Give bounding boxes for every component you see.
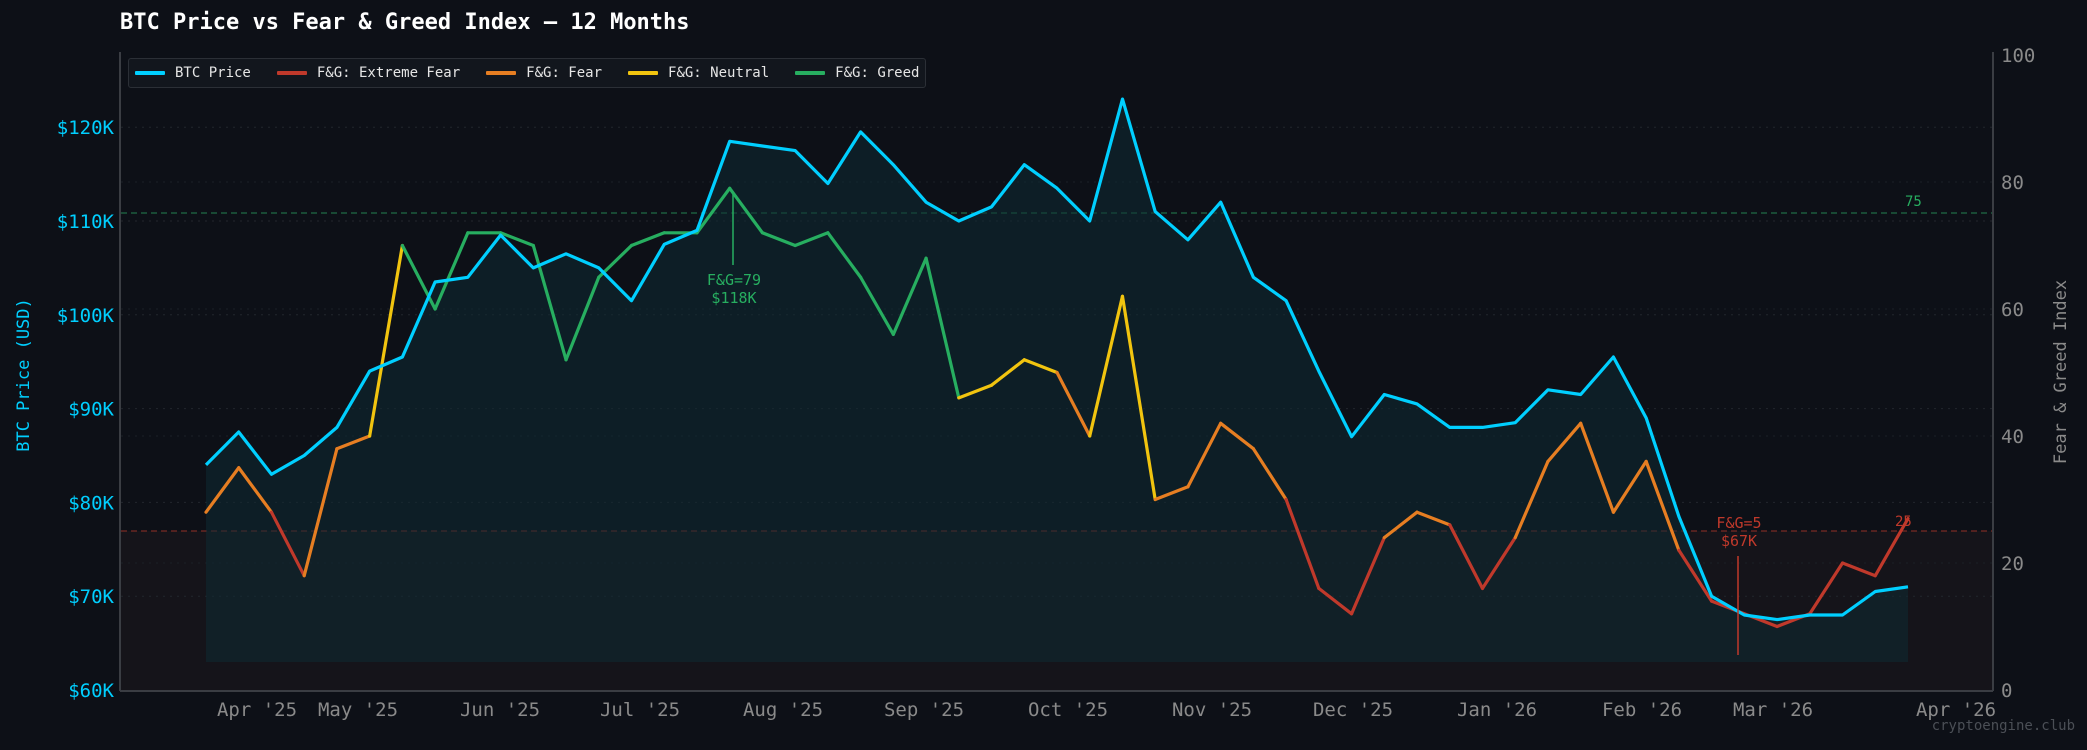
x-axis-ticks: Apr '25 May '25 Jun '25 Jul '25 Aug '25 Sep '… (217, 699, 1996, 721)
trough-annotation-price: $67K (1721, 532, 1757, 550)
legend-label: BTC Price (175, 65, 251, 81)
svg-text:0: 0 (2001, 680, 2012, 702)
svg-text:Aug '25: Aug '25 (743, 699, 823, 721)
svg-text:Feb '26: Feb '26 (1602, 699, 1682, 721)
fear-greed-line (204, 186, 1910, 629)
greed-swatch-icon (795, 71, 826, 75)
svg-text:$80K: $80K (68, 492, 114, 514)
svg-text:20: 20 (2001, 553, 2024, 575)
legend-item-greed[interactable]: F&G: Greed (795, 65, 919, 81)
legend-item-neutral[interactable]: F&G: Neutral (628, 65, 769, 81)
legend-item-fear[interactable]: F&G: Fear (486, 65, 602, 81)
svg-text:$120K: $120K (57, 117, 115, 139)
svg-text:Apr '26: Apr '26 (1916, 699, 1996, 721)
svg-text:$60K: $60K (68, 680, 114, 702)
svg-text:Jul '25: Jul '25 (600, 699, 680, 721)
svg-text:May '25: May '25 (318, 699, 398, 721)
svg-text:$100K: $100K (57, 305, 115, 327)
watermark: cryptoengine.club (1931, 718, 2075, 734)
btc-swatch-icon (135, 71, 165, 75)
svg-text:Dec '25: Dec '25 (1313, 699, 1393, 721)
legend-item-btc[interactable]: BTC Price (135, 65, 251, 81)
fear-swatch-icon (486, 71, 517, 75)
svg-text:40: 40 (2001, 426, 2024, 448)
legend-label: F&G: Fear (526, 65, 603, 81)
greed-threshold-label: 75 (1905, 194, 1922, 210)
svg-text:80: 80 (2001, 172, 2024, 194)
left-axis-label: BTC Price (USD) (14, 298, 34, 452)
svg-text:Jan '26: Jan '26 (1457, 699, 1537, 721)
chart-legend: BTC Price F&G: Extreme Fear F&G: Fear F&… (128, 58, 927, 88)
legend-label: F&G: Greed (835, 65, 920, 81)
chart-title: BTC Price vs Fear & Greed Index — 12 Mon… (120, 10, 690, 35)
svg-text:Nov '25: Nov '25 (1172, 699, 1252, 721)
svg-text:Mar '26: Mar '26 (1733, 699, 1813, 721)
neutral-swatch-icon (628, 71, 659, 75)
extreme-fear-swatch-icon (276, 71, 307, 75)
legend-label: F&G: Neutral (668, 65, 770, 81)
peak-annotation-fg: F&G=79 (707, 271, 761, 289)
svg-text:Sep '25: Sep '25 (884, 699, 964, 721)
left-axis-ticks: $60K $70K $80K $90K $100K $110K $120K (57, 117, 115, 702)
right-axis-label: Fear & Greed Index (2051, 280, 2071, 464)
svg-text:100: 100 (2001, 45, 2035, 67)
svg-text:60: 60 (2001, 299, 2024, 321)
svg-text:Oct '25: Oct '25 (1028, 699, 1108, 721)
svg-text:$110K: $110K (57, 211, 115, 233)
peak-annotation-price: $118K (711, 289, 756, 307)
btc-price-line (204, 97, 1909, 622)
svg-text:Jun '25: Jun '25 (460, 699, 540, 721)
svg-text:Apr '25: Apr '25 (217, 699, 297, 721)
trough-annotation-fg: F&G=5 (1716, 514, 1761, 532)
btc-area-fill (206, 99, 1908, 663)
right-axis-ticks: 0 20 40 60 80 100 (2001, 45, 2035, 702)
svg-text:$90K: $90K (68, 399, 114, 421)
svg-text:$70K: $70K (68, 586, 114, 608)
legend-label: F&G: Extreme Fear (316, 65, 461, 81)
legend-item-extreme-fear[interactable]: F&G: Extreme Fear (276, 65, 461, 81)
